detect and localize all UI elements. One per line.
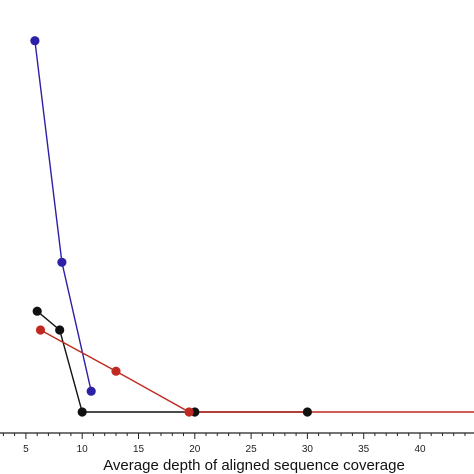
series-0-point [30,36,40,46]
x-axis: 5 10 15 20 25 30 35 40 [0,432,474,455]
series-2-point [184,407,194,417]
series-2-line [40,329,474,413]
series-0-point [86,386,96,396]
x-tick-label: 30 [302,444,314,455]
series-layer [30,36,474,417]
series-1-point [302,407,312,417]
x-tick-label: 35 [358,444,370,455]
x-tick-label: 10 [77,444,89,455]
x-tick-label: 25 [246,444,258,455]
x-axis-title: Average depth of aligned sequence covera… [103,457,405,474]
series-1-point [55,325,65,335]
series-2-point [35,325,46,335]
series-1-point [77,407,87,417]
series-0-point [57,257,67,267]
x-tick-label: 20 [189,444,201,455]
x-tick-label: 40 [414,444,426,455]
series-0-line [34,40,92,392]
series-1-line [36,310,308,413]
x-tick-label: 5 [23,444,29,455]
series-2-point [111,366,121,376]
x-tick-label: 15 [133,444,145,455]
series-1-point [32,306,42,316]
